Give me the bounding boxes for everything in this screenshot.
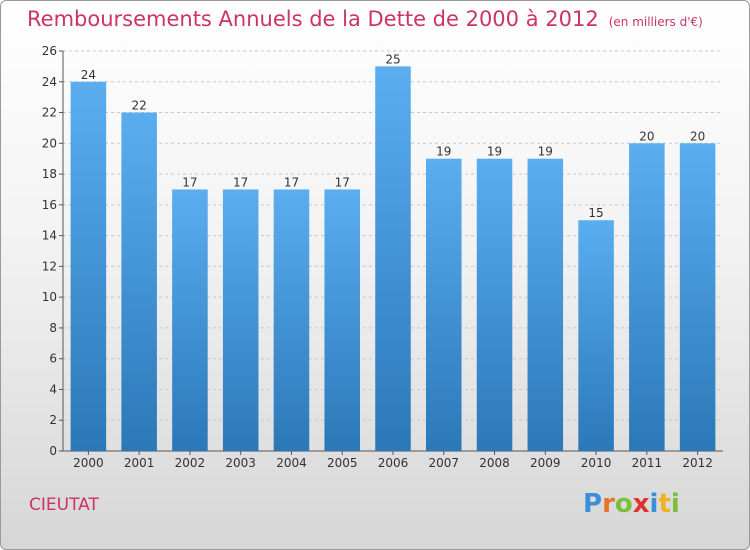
y-tick-label: 0 <box>49 444 57 458</box>
logo-letter: i <box>649 489 659 519</box>
bar <box>426 158 462 451</box>
data-label: 19 <box>487 145 502 159</box>
data-label: 19 <box>538 145 553 159</box>
x-tick-label: 2006 <box>378 456 409 470</box>
bars <box>70 66 716 452</box>
y-tick-label: 20 <box>42 136 57 150</box>
logo-letter: x <box>632 489 650 519</box>
bar <box>629 143 665 452</box>
x-tick-label: 2009 <box>530 456 561 470</box>
logo-letter: o <box>614 489 633 519</box>
bar <box>222 189 259 451</box>
data-label: 22 <box>132 99 147 113</box>
bar <box>679 143 716 452</box>
logo-letter: i <box>670 489 680 519</box>
y-tick-label: 22 <box>42 106 57 120</box>
data-label: 17 <box>284 175 299 189</box>
proxiti-logo[interactable]: Proxiti <box>583 489 680 519</box>
x-tick-label: 2002 <box>175 456 206 470</box>
y-tick-label: 10 <box>42 290 57 304</box>
data-label: 17 <box>233 175 248 189</box>
bar <box>527 158 564 451</box>
data-label: 24 <box>81 68 96 82</box>
data-label: 20 <box>639 129 654 143</box>
y-tick-label: 6 <box>49 352 57 366</box>
y-tick-label: 18 <box>42 167 57 181</box>
data-label: 17 <box>335 175 350 189</box>
chart-title: Remboursements Annuels de la Dette de 20… <box>27 7 703 31</box>
logo-letter: P <box>583 489 603 519</box>
x-tick-label: 2012 <box>682 456 713 470</box>
bar <box>476 158 513 451</box>
y-tick-label: 24 <box>42 75 57 89</box>
x-tick-label: 2005 <box>327 456 358 470</box>
y-tick-label: 12 <box>42 259 57 273</box>
bar <box>375 66 411 451</box>
y-tick-label: 16 <box>42 198 57 212</box>
x-tick-label: 2004 <box>276 456 307 470</box>
commune-name: CIEUTAT <box>29 495 99 515</box>
x-tick-label: 2010 <box>581 456 612 470</box>
data-label: 20 <box>690 129 705 143</box>
data-label: 19 <box>436 145 451 159</box>
bar <box>172 189 208 451</box>
y-tick-label: 26 <box>42 44 57 58</box>
y-tick-label: 4 <box>49 382 57 396</box>
logo-letter: r <box>602 489 615 519</box>
y-tick-label: 8 <box>49 321 57 335</box>
y-tick-label: 14 <box>42 229 57 243</box>
x-tick-label: 2011 <box>632 456 663 470</box>
data-label: 15 <box>588 206 603 220</box>
bar <box>273 189 310 451</box>
y-tick-label: 2 <box>49 413 57 427</box>
x-tick-label: 2003 <box>225 456 256 470</box>
bar <box>578 220 614 451</box>
x-tick-label: 2000 <box>73 456 104 470</box>
x-tick-label: 2008 <box>479 456 510 470</box>
bar <box>70 81 107 452</box>
bar <box>324 189 360 451</box>
data-labels: 24 22 17 17 17 17 25 19 19 19 15 20 20 <box>81 52 706 220</box>
chart-unit: (en milliers d'€) <box>608 15 703 29</box>
x-tick-labels: 2000 2001 2002 2003 2004 2005 2006 2007 2008 2009… <box>73 451 713 470</box>
chart-title-text: Remboursements Annuels de la Dette de 20… <box>27 7 599 31</box>
data-label: 17 <box>182 175 197 189</box>
x-tick-label: 2001 <box>124 456 155 470</box>
logo-letter: t <box>658 489 671 519</box>
x-tick-label: 2007 <box>428 456 459 470</box>
data-label: 25 <box>385 52 400 66</box>
bar <box>121 112 157 452</box>
